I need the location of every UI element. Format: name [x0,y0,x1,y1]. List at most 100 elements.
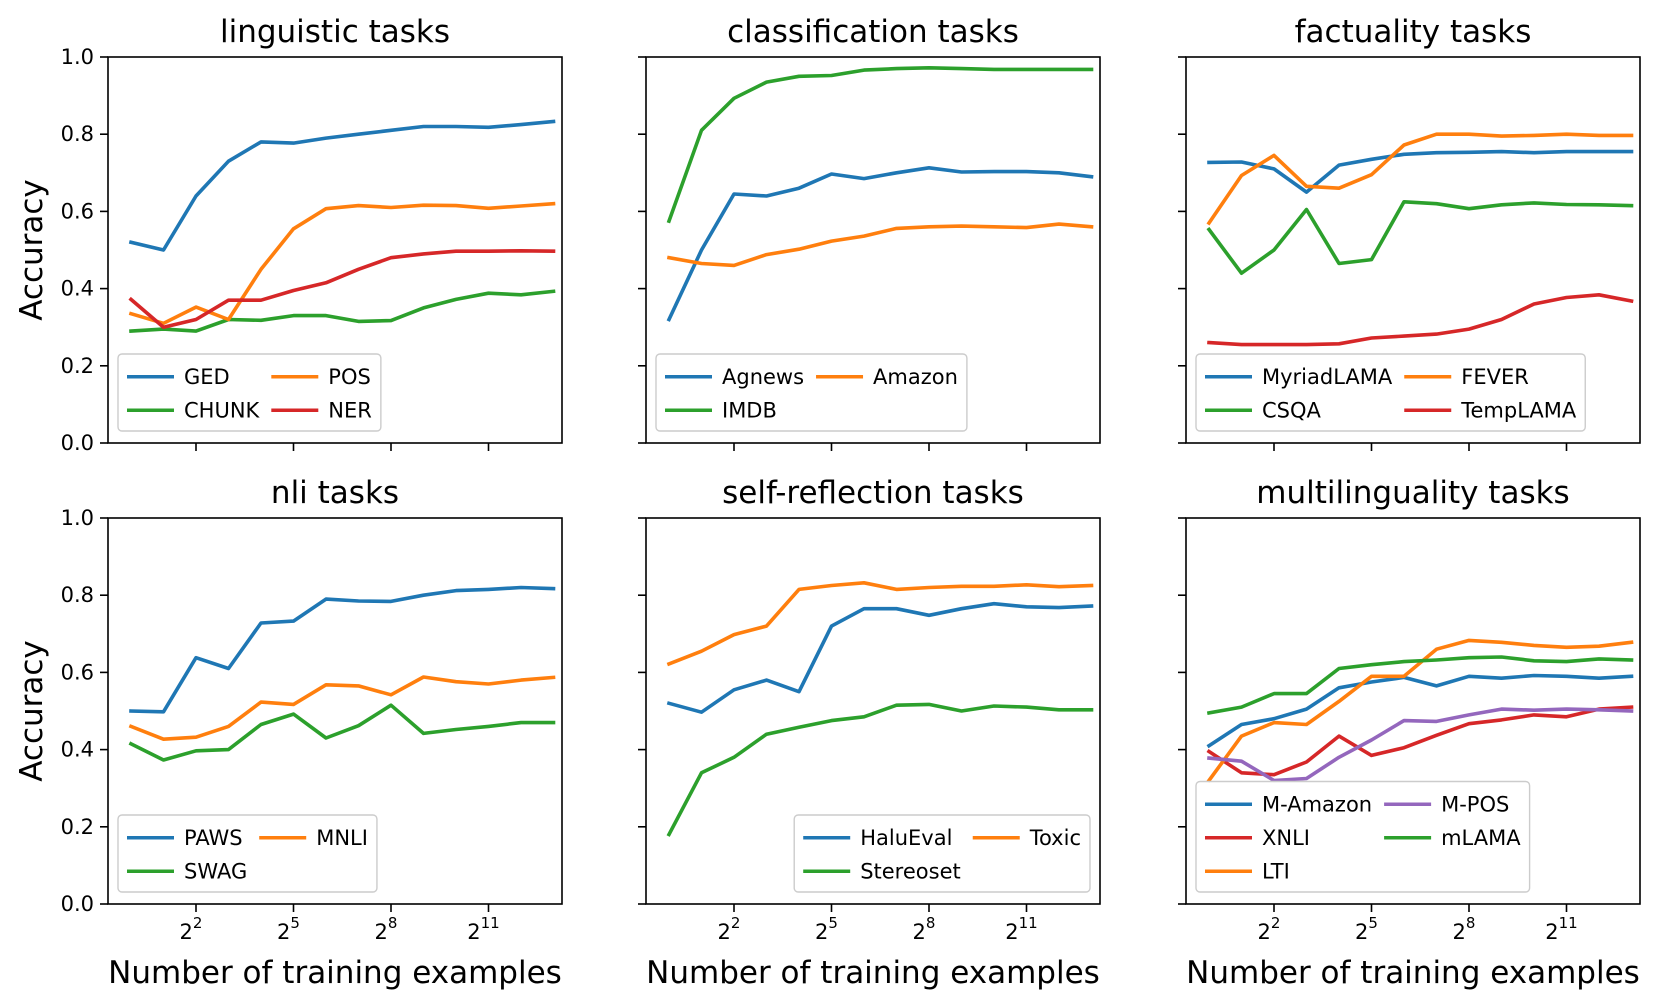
x-tick-exponent: 11 [481,914,500,932]
legend-box [117,814,378,893]
legend-label-paws: PAWS [184,826,243,850]
legend-label-m-pos: M-POS [1441,792,1509,816]
x-tick-exponent: 11 [1559,914,1578,932]
legend-label-xnli: XNLI [1262,826,1310,850]
plot-frame [645,517,1101,905]
y-tick-label: 0.2 [61,354,94,378]
panel-title: classification tasks [727,14,1019,50]
series-line-ner [128,249,556,329]
y-tick-label: 0.6 [61,199,94,223]
x-tick-base: 2 [1453,920,1466,944]
x-tick-base: 2 [1258,920,1271,944]
plot-frame [645,56,1101,444]
x-tick-base: 2 [467,920,480,944]
y-axis-label: Accuracy [14,640,50,782]
x-tick-label: 22 [1258,914,1281,944]
x-tick-exponent: 2 [731,914,741,932]
series-line-toxic [666,581,1094,667]
legend-label-myriadlama: MyriadLAMA [1262,365,1393,389]
y-tick-label: 0.0 [61,892,94,916]
x-tick-exponent: 5 [828,914,838,932]
series-line-stereoset [666,702,1094,837]
legend: PAWS SWAG MNLI [117,814,378,893]
x-tick-exponent: 5 [290,914,300,932]
series-line-fever [1206,132,1634,226]
legend-label-m-amazon: M-Amazon [1262,792,1372,816]
x-tick-exponent: 11 [1019,914,1038,932]
series-line-imdb [666,66,1094,224]
legend-box [655,353,968,432]
legend-label-pos: POS [328,365,371,389]
x-tick-exponent: 8 [1466,914,1476,932]
legend-label-toxic: Toxic [1029,826,1081,850]
legend-label-swag: SWAG [184,859,247,883]
plot-frame [1185,517,1641,905]
legend-box [793,814,1091,893]
x-tick-exponent: 8 [926,914,936,932]
x-tick-base: 2 [1545,920,1558,944]
plot-frame [107,56,563,444]
series-line-halueval [666,601,1094,714]
y-tick-label: 1.0 [61,506,94,530]
x-tick-label: 211 [1545,914,1577,944]
y-tick-label: 1.0 [61,45,94,69]
series-line-templama [1207,293,1634,347]
y-tick-label: 0.2 [61,815,94,839]
legend-label-templama: TempLAMA [1460,398,1577,422]
x-tick-base: 2 [913,920,926,944]
legend-label-lti: LTI [1262,859,1290,883]
series-line-pos [128,201,556,326]
series-line-lti [1206,638,1634,784]
series-line-m-amazon [1206,673,1634,749]
series-line-xnli [1206,705,1634,777]
x-tick-label: 25 [1355,914,1378,944]
x-tick-base: 2 [718,920,731,944]
panel-title: multilinguality tasks [1256,475,1569,511]
series-line-paws [129,585,556,714]
x-tick-exponent: 2 [193,914,203,932]
panel-classification-tasks: classification tasks Agnews IMDB Amazon [638,14,1101,451]
legend-box [1195,780,1531,893]
series-line-mlama [1206,655,1634,715]
legend: HaluEval Stereoset Toxic [793,814,1091,893]
legend: GED CHUNK POS NER [117,353,382,432]
series-line-m-pos [1207,707,1634,783]
legend-label-fever: FEVER [1461,365,1529,389]
x-axis-label: Number of training examples [646,955,1100,991]
legend-label-agnews: Agnews [722,365,804,389]
legend: Agnews IMDB Amazon [655,353,968,432]
series-line-mnli [128,675,556,741]
x-tick-base: 2 [180,920,193,944]
x-tick-base: 2 [1355,920,1368,944]
legend-label-halueval: HaluEval [860,826,952,850]
x-tick-label: 25 [815,914,838,944]
x-axis-label: Number of training examples [108,955,562,991]
panel-title: factuality tasks [1295,14,1532,50]
y-tick-label: 0.8 [61,583,94,607]
x-tick-label: 28 [913,914,936,944]
x-tick-label: 211 [467,914,499,944]
legend-label-csqa: CSQA [1262,398,1322,422]
x-tick-label: 22 [718,914,741,944]
legend-label-chunk: CHUNK [184,398,261,422]
panel-title: linguistic tasks [220,14,450,50]
legend-box [1195,353,1586,432]
panel-linguistic-tasks: linguistic tasks 0.0 0.2 0.4 0.6 0.8 1.0 GED CHU… [14,14,563,455]
plot-frame [107,517,563,905]
x-tick-base: 2 [375,920,388,944]
series-line-myriadlama [1207,149,1634,194]
series-line-csqa [1206,200,1634,275]
legend-label-ner: NER [328,398,372,422]
series-line-amazon [666,222,1094,268]
series-line-ged [128,119,556,252]
series-line-agnews [666,166,1094,322]
y-tick-label: 0.4 [61,277,94,301]
legend-label-imdb: IMDB [722,398,777,422]
y-axis-label: Accuracy [14,179,50,321]
x-tick-exponent: 5 [1368,914,1378,932]
plot-frame [1185,56,1641,444]
